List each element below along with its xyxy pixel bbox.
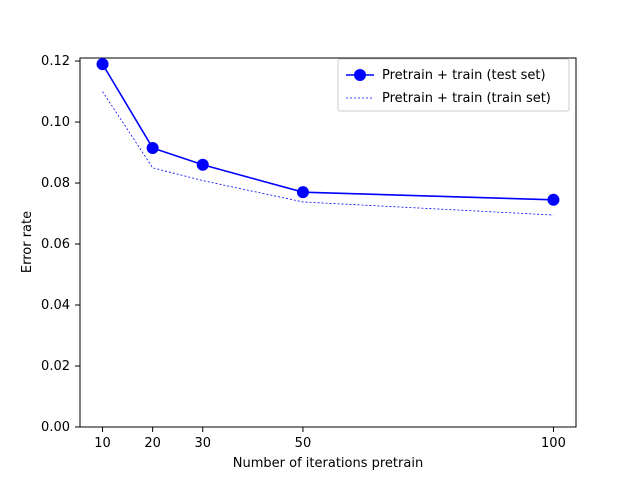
x-axis-label: Number of iterations pretrain xyxy=(233,456,423,471)
x-tick-label: 30 xyxy=(194,436,211,451)
test-set-point xyxy=(296,186,309,199)
x-tick-label: 10 xyxy=(94,436,111,451)
legend-train-label: Pretrain + train (train set) xyxy=(382,91,551,106)
legend: Pretrain + train (test set) Pretrain + t… xyxy=(337,58,570,112)
legend-test-label: Pretrain + train (test set) xyxy=(382,68,546,83)
x-tick-label: 100 xyxy=(541,436,566,451)
plot-frame xyxy=(79,57,577,428)
y-tick-label: 0.10 xyxy=(41,115,70,130)
test-set-point xyxy=(146,141,159,154)
train-set-line xyxy=(102,91,554,216)
x-tick-label: 50 xyxy=(295,436,312,451)
test-set-point xyxy=(96,58,109,71)
legend-box xyxy=(337,58,570,112)
y-axis-label: Error rate xyxy=(20,211,35,273)
y-tick-label: 0.08 xyxy=(41,176,70,191)
y-tick-label: 0.12 xyxy=(41,54,70,69)
legend-test-marker xyxy=(354,69,366,81)
plot-area: 0.00 0.02 0.04 0.06 0.08 0.10 0.12 10 20 30 50 100 xyxy=(41,54,577,451)
y-tick-label: 0.02 xyxy=(41,359,70,374)
y-tick-label: 0.00 xyxy=(41,420,70,435)
x-tick-label: 20 xyxy=(144,436,161,451)
y-tick-label: 0.04 xyxy=(41,298,70,313)
y-tick-label: 0.06 xyxy=(41,237,70,252)
test-set-point xyxy=(547,193,560,206)
test-set-point xyxy=(196,158,209,171)
